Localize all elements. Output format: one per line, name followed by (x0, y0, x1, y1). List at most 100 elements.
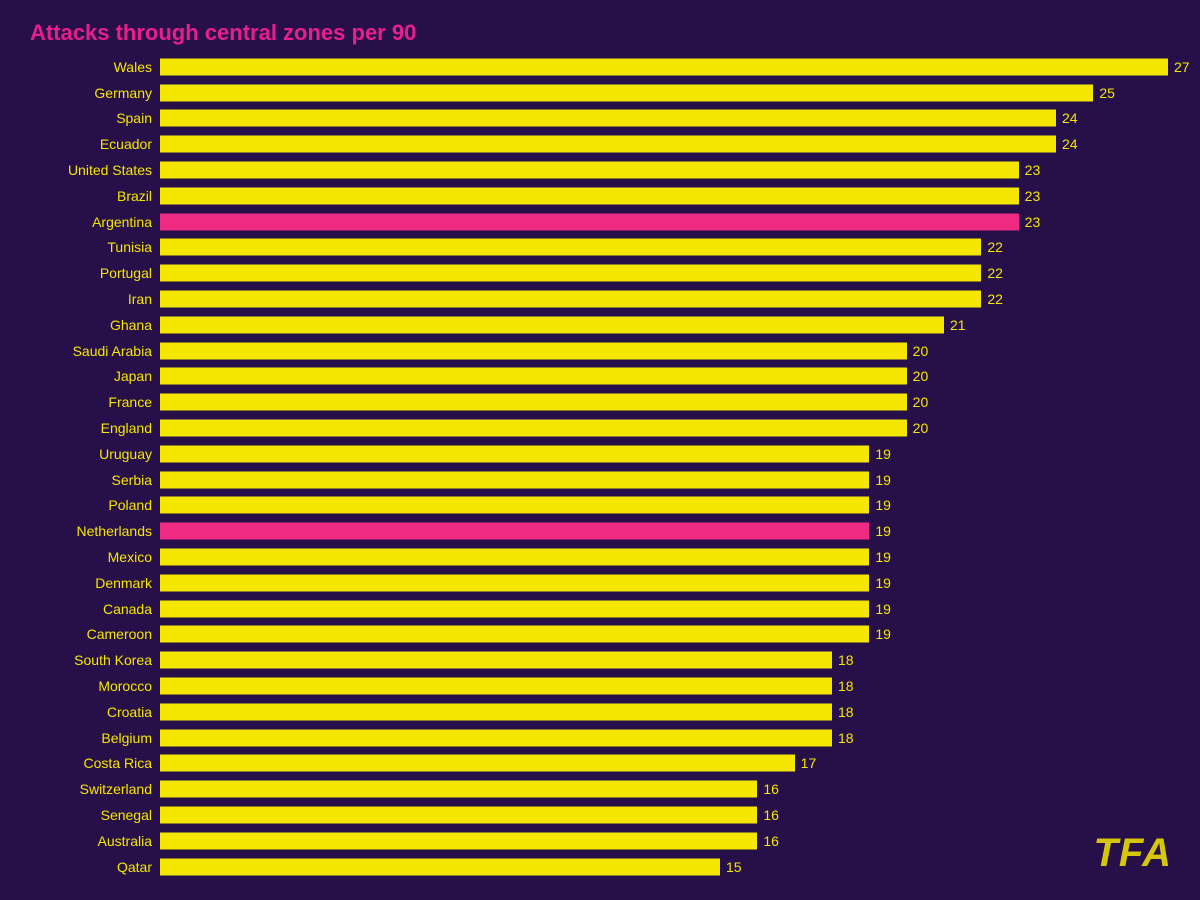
row-label: South Korea (30, 652, 160, 668)
row-label: Poland (30, 497, 160, 513)
bar (160, 781, 757, 798)
chart-row: Tunisia 22 (30, 235, 1168, 261)
bar-track: 23 (160, 209, 1168, 235)
bar (160, 84, 1093, 101)
bar-track: 25 (160, 80, 1168, 106)
chart-row: Iran22 (30, 286, 1168, 312)
chart-row: Portugal22 (30, 260, 1168, 286)
row-value: 23 (1019, 188, 1041, 204)
bar-track: 21 (160, 312, 1168, 338)
chart-row: Uruguay19 (30, 441, 1168, 467)
row-value: 16 (757, 807, 779, 823)
row-label: Senegal (30, 807, 160, 823)
bar-track: 18 (160, 699, 1168, 725)
row-label: Ghana (30, 317, 160, 333)
bar-track: 24 (160, 106, 1168, 132)
row-label: Belgium (30, 730, 160, 746)
row-value: 19 (869, 523, 891, 539)
bar-track: 22 (160, 260, 1168, 286)
chart-row: Belgium 18 (30, 725, 1168, 751)
bar (160, 652, 832, 669)
row-label: Argentina (30, 214, 160, 230)
row-label: Croatia (30, 704, 160, 720)
bar-track: 16 (160, 776, 1168, 802)
row-label: Saudi Arabia (30, 343, 160, 359)
chart-row: Qatar 15 (30, 854, 1168, 880)
bar-track: 16 (160, 828, 1168, 854)
bar-track: 24 (160, 131, 1168, 157)
chart-row: Cameroon19 (30, 622, 1168, 648)
chart-row: United States 23 (30, 157, 1168, 183)
row-value: 19 (869, 472, 891, 488)
bar (160, 445, 869, 462)
chart-row: Germany25 (30, 80, 1168, 106)
bar (160, 368, 907, 385)
row-value: 16 (757, 781, 779, 797)
row-label: Germany (30, 85, 160, 101)
row-label: United States (30, 162, 160, 178)
bar-highlight (160, 213, 1019, 230)
row-value: 15 (720, 859, 742, 875)
bar (160, 162, 1019, 179)
chart-row: Japan20 (30, 364, 1168, 390)
bar (160, 574, 869, 591)
row-label: Netherlands (30, 523, 160, 539)
bar-track: 20 (160, 415, 1168, 441)
row-value: 18 (832, 730, 854, 746)
row-label: Tunisia (30, 239, 160, 255)
chart-row: Australia 16 (30, 828, 1168, 854)
chart-row: Wales27 (30, 54, 1168, 80)
row-value: 23 (1019, 162, 1041, 178)
bar-track: 18 (160, 725, 1168, 751)
row-value: 20 (907, 420, 929, 436)
chart-row: Ecuador24 (30, 131, 1168, 157)
row-value: 21 (944, 317, 966, 333)
chart-row: Morocco18 (30, 673, 1168, 699)
bar (160, 549, 869, 566)
row-value: 19 (869, 549, 891, 565)
chart-row: Senegal 16 (30, 802, 1168, 828)
bar-track: 19 (160, 544, 1168, 570)
row-value: 22 (981, 291, 1003, 307)
bar (160, 600, 869, 617)
bar (160, 626, 869, 643)
chart-row: Switzerland 16 (30, 776, 1168, 802)
chart-row: Mexico19 (30, 544, 1168, 570)
bar (160, 858, 720, 875)
row-value: 23 (1019, 214, 1041, 230)
row-value: 20 (907, 394, 929, 410)
row-label: Australia (30, 833, 160, 849)
row-value: 16 (757, 833, 779, 849)
chart-row: Spain24 (30, 106, 1168, 132)
bar-track: 20 (160, 389, 1168, 415)
chart-row: Denmark19 (30, 570, 1168, 596)
bar-track: 20 (160, 364, 1168, 390)
row-value: 20 (907, 368, 929, 384)
chart-row: Saudi Arabia20 (30, 338, 1168, 364)
chart-row: Brazil23 (30, 183, 1168, 209)
row-value: 22 (981, 265, 1003, 281)
row-value: 22 (981, 239, 1003, 255)
row-label: Cameroon (30, 626, 160, 642)
chart-row: Netherlands 19 (30, 518, 1168, 544)
bar (160, 187, 1019, 204)
row-value: 19 (869, 497, 891, 513)
bar-track: 16 (160, 802, 1168, 828)
bar (160, 497, 869, 514)
row-value: 24 (1056, 136, 1078, 152)
row-label: Wales (30, 59, 160, 75)
bar (160, 703, 832, 720)
chart-row: South Korea18 (30, 647, 1168, 673)
bar-track: 17 (160, 751, 1168, 777)
bar (160, 807, 757, 824)
bar-track: 18 (160, 673, 1168, 699)
row-label: Switzerland (30, 781, 160, 797)
bar (160, 832, 757, 849)
chart-row: Argentina 23 (30, 209, 1168, 235)
row-label: Qatar (30, 859, 160, 875)
bar-track: 20 (160, 338, 1168, 364)
chart-row: Croatia18 (30, 699, 1168, 725)
chart-row: Canada19 (30, 596, 1168, 622)
bar-highlight (160, 523, 869, 540)
bar-track: 19 (160, 467, 1168, 493)
